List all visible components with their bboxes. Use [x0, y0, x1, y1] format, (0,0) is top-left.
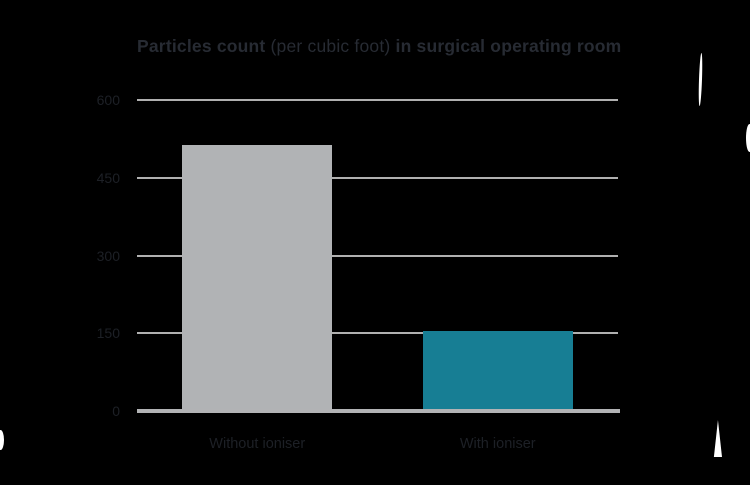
chart-title-part-1: Particles count — [137, 36, 271, 56]
gridline-600 — [137, 99, 618, 101]
chart-title: Particles count (per cubic foot) in surg… — [137, 36, 621, 57]
plot-area: 0 150 300 450 600 — [97, 92, 620, 419]
white-artifact-wedge — [713, 420, 722, 457]
category-label-without-ioniser: Without ioniser — [209, 436, 306, 452]
gridline-300 — [137, 254, 618, 257]
bar-with-ioniser — [422, 331, 573, 409]
y-tick-label-300: 300 — [96, 247, 120, 264]
bar-without-ioniser — [182, 144, 333, 409]
x-axis-baseline — [137, 409, 620, 413]
y-tick-label-0: 0 — [112, 403, 120, 419]
chart-title-part-2: (per cubic foot) — [270, 36, 396, 56]
white-artifact-right-crescent — [746, 124, 750, 152]
y-tick-label-150: 150 — [96, 325, 120, 342]
category-label-with-ioniser: With ioniser — [459, 436, 536, 452]
white-artifact-left-crescent — [0, 430, 4, 450]
y-tick-label-600: 600 — [96, 92, 120, 108]
white-artifact-sliver — [698, 52, 703, 107]
gridline-450 — [137, 176, 618, 179]
gridline-150 — [137, 332, 618, 335]
y-tick-label-450: 450 — [96, 169, 120, 186]
chart-title-part-3: in surgical operating room — [395, 36, 622, 56]
